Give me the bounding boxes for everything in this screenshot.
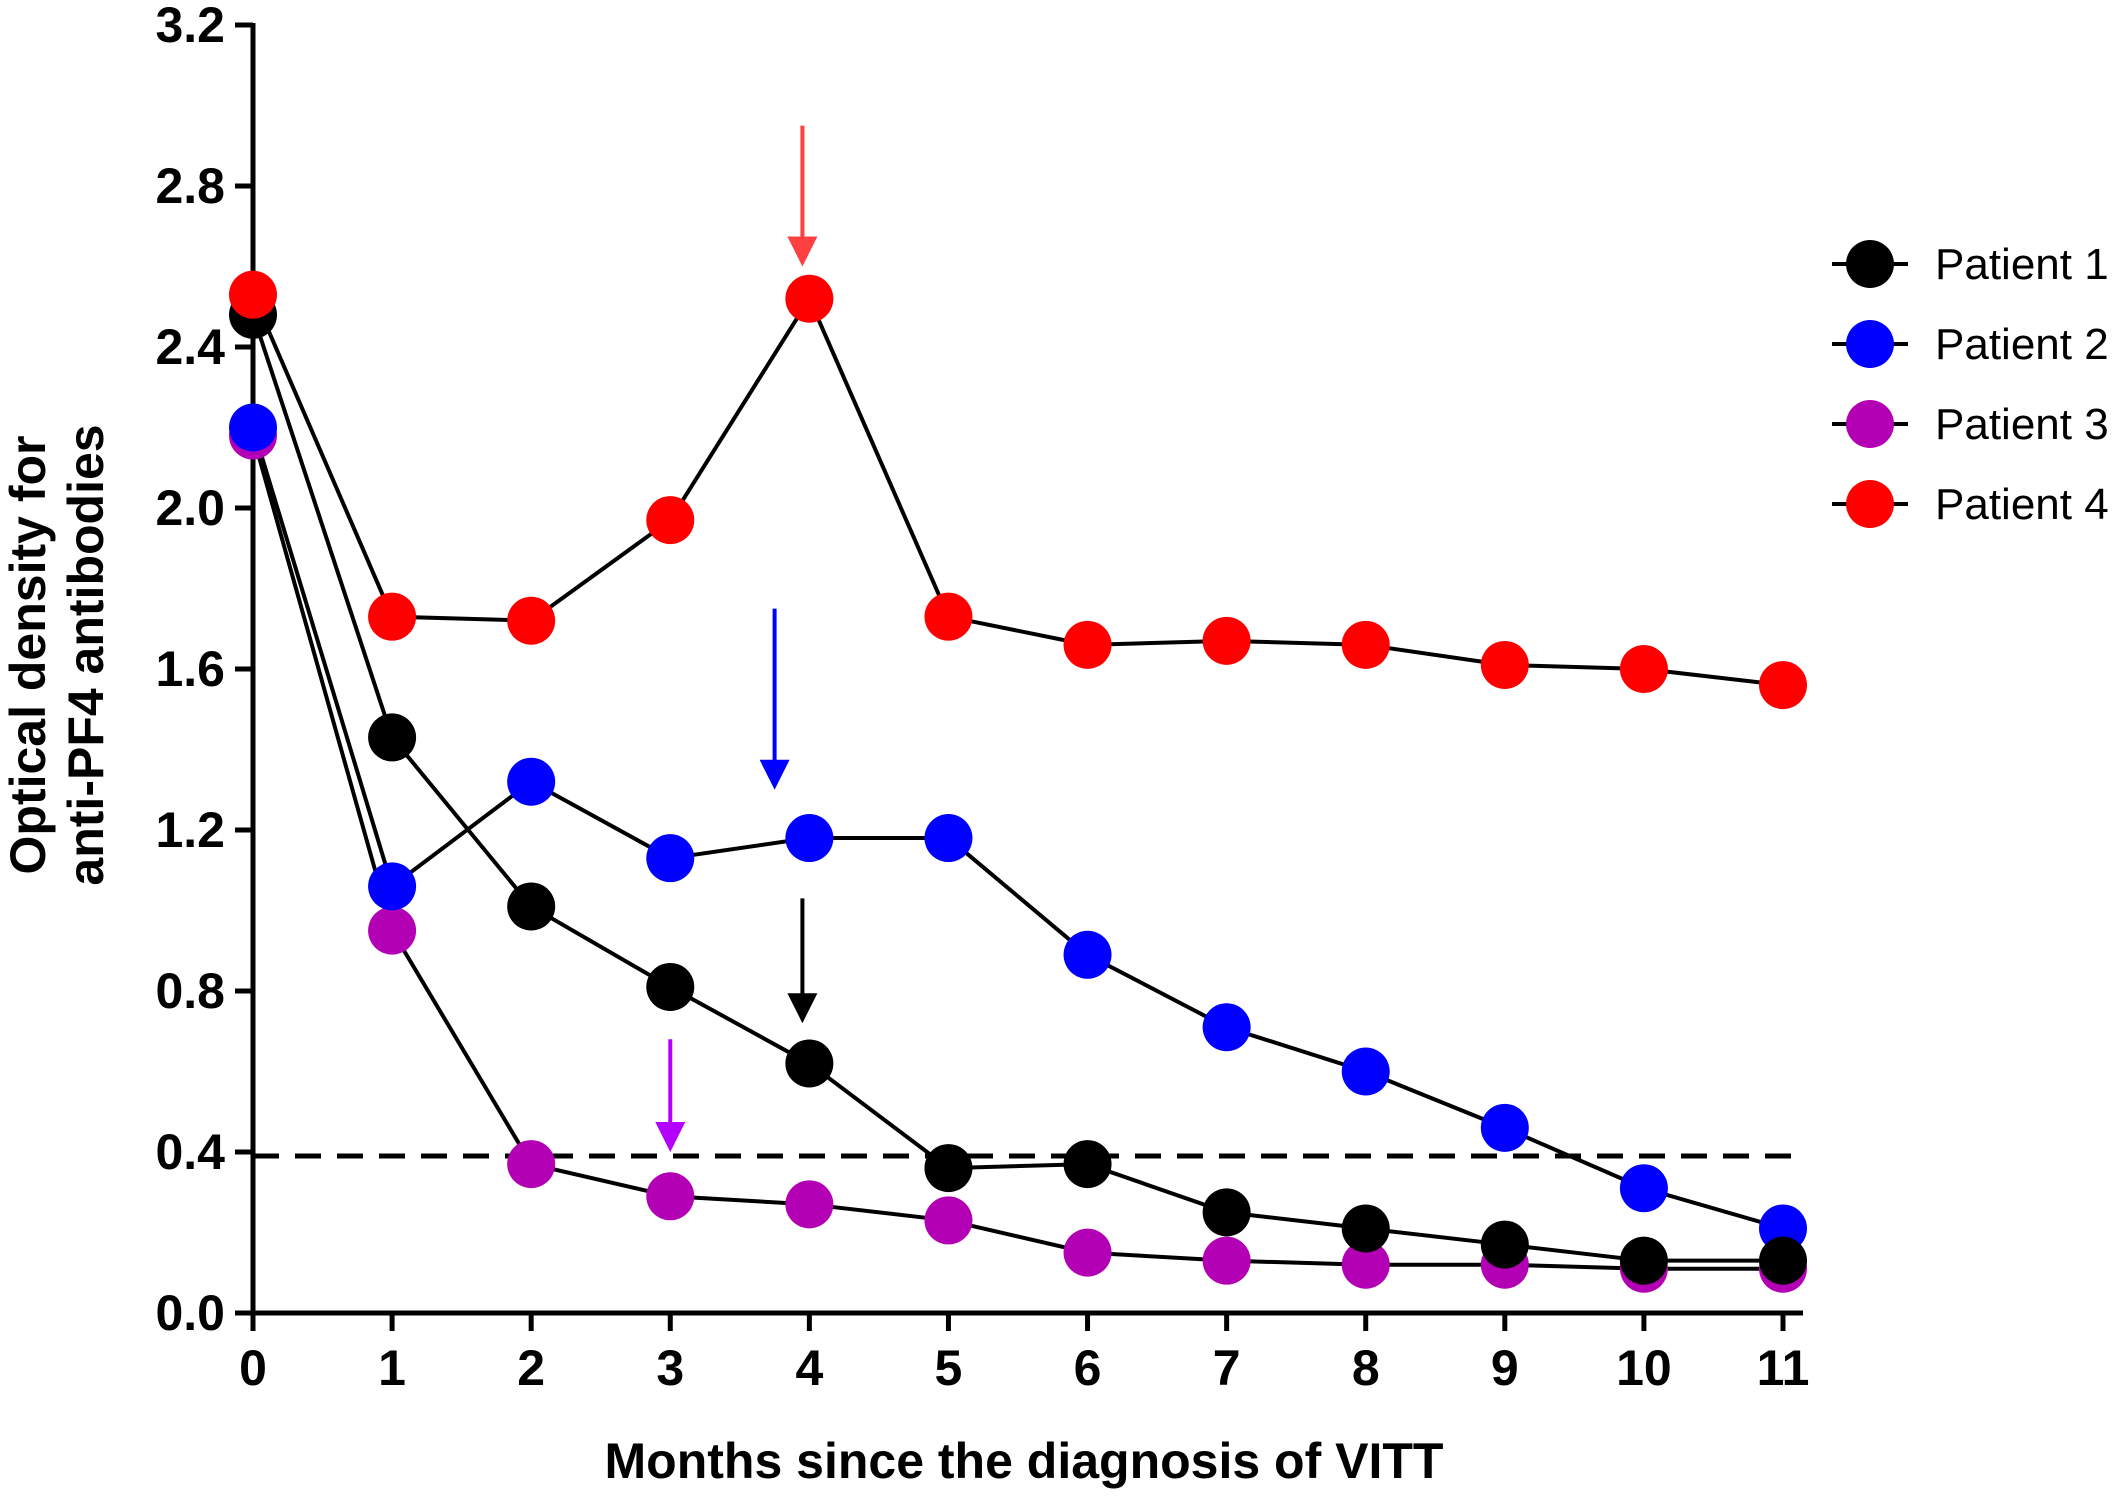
data-point-series-3 [1202, 1236, 1251, 1285]
data-point-series-1 [1759, 1236, 1807, 1285]
legend-item-2: Patient 2 [1832, 320, 2109, 369]
legend-item-1: Patient 1 [1832, 240, 2109, 289]
data-point-series-1 [1063, 1140, 1112, 1189]
series-line-1 [251, 314, 1783, 1263]
legend-item-3: Patient 3 [1832, 400, 2109, 449]
data-point-series-3 [646, 1172, 695, 1221]
y-tick-label: 2.8 [155, 158, 225, 214]
legend-marker [1846, 400, 1894, 448]
data-point-series-4 [646, 496, 695, 545]
data-point-series-4 [924, 592, 973, 641]
y-tick-label: 0.4 [155, 1124, 225, 1180]
data-point-series-2 [1063, 930, 1112, 979]
data-point-series-2 [1619, 1164, 1668, 1213]
arrow-head [787, 993, 818, 1024]
x-tick-label: 2 [517, 1340, 545, 1396]
legend-marker [1846, 240, 1894, 288]
data-point-series-2 [1341, 1047, 1390, 1096]
series-line-3 [251, 435, 1783, 1271]
legend-label: Patient 4 [1935, 480, 2109, 529]
legend: Patient 1 Patient 2 Patient 3 Patient 4 [1832, 240, 2109, 529]
y-tick-label: 0.8 [155, 963, 225, 1019]
data-point-series-1 [1341, 1204, 1390, 1253]
x-tick-label: 3 [656, 1340, 684, 1396]
legend-item-4: Patient 4 [1832, 480, 2109, 529]
data-point-series-3 [507, 1140, 556, 1189]
annotation-arrow-1 [787, 125, 818, 267]
data-point-series-2 [368, 862, 417, 911]
data-point-series-2 [646, 834, 695, 883]
y-tick-label: 2.4 [155, 319, 225, 375]
legend-label: Patient 3 [1935, 400, 2109, 449]
data-point-series-3 [785, 1180, 834, 1229]
annotation-arrow-3 [787, 898, 818, 1024]
data-point-series-4 [1063, 620, 1112, 669]
data-point-series-3 [924, 1196, 973, 1245]
data-point-series-1 [785, 1039, 834, 1088]
annotation-arrow-4 [655, 1039, 686, 1152]
x-tick-label: 11 [1757, 1340, 1810, 1396]
x-tick-label: 6 [1074, 1340, 1102, 1396]
legend-marker [1846, 320, 1894, 368]
y-tick-label: 2.0 [155, 480, 225, 536]
data-point-series-4 [368, 592, 417, 641]
x-tick-label: 1 [378, 1340, 406, 1396]
x-tick-label: 0 [239, 1340, 267, 1396]
series-line-2 [251, 426, 1784, 1231]
plot-area: 0.0 0.4 0.8 1.2 1.6 2.0 2.4 2.8 3.2 0 1 2 3 4 5 6 7 8 9 10 1… [155, 0, 1809, 1396]
data-point-series-3 [368, 906, 417, 955]
data-point-series-2 [924, 814, 973, 863]
data-point-series-4 [1202, 616, 1251, 665]
data-point-series-2 [785, 814, 834, 863]
data-point-series-1 [1480, 1220, 1529, 1269]
data-point-series-1 [1202, 1188, 1251, 1237]
y-tick-label: 3.2 [155, 0, 225, 53]
data-point-series-2 [507, 757, 556, 806]
x-axis-title: Months since the diagnosis of VITT [605, 1433, 1444, 1489]
data-point-series-1 [507, 882, 556, 931]
legend-marker [1846, 480, 1894, 528]
y-axis-title-line-1: Optical density for [0, 436, 56, 875]
y-axis-title-line-2: anti-PF4 antibodies [58, 424, 114, 885]
data-point-series-2 [1480, 1103, 1529, 1152]
data-point-series-1 [924, 1144, 973, 1193]
data-point-series-4 [1759, 661, 1807, 710]
data-point-series-2 [229, 403, 277, 452]
x-tick-label: 10 [1616, 1340, 1672, 1396]
data-point-series-3 [1063, 1228, 1112, 1277]
data-point-series-4 [1480, 640, 1529, 689]
data-point-series-4 [785, 274, 834, 323]
x-tick-label: 9 [1491, 1340, 1519, 1396]
data-point-series-4 [1619, 645, 1668, 693]
data-point-series-3 [1341, 1240, 1390, 1289]
x-tick-label: 4 [795, 1340, 823, 1396]
x-tick-label: 5 [935, 1340, 963, 1396]
annotation-arrow-2 [759, 608, 790, 790]
arrow-head [787, 236, 818, 267]
y-axis-title: Optical density for anti-PF4 antibodies [0, 424, 114, 885]
data-point-series-2 [1202, 1003, 1251, 1052]
legend-label: Patient 1 [1935, 240, 2109, 289]
series-line-4 [251, 293, 1784, 688]
x-tick-label: 8 [1352, 1340, 1380, 1396]
data-point-series-4 [1341, 620, 1390, 669]
arrow-head [759, 759, 790, 790]
legend-label: Patient 2 [1935, 320, 2109, 369]
data-point-series-1 [368, 713, 417, 762]
y-tick-label: 1.6 [155, 641, 225, 697]
data-point-series-1 [646, 962, 695, 1011]
y-tick-label: 1.2 [155, 802, 225, 858]
data-point-series-4 [229, 270, 277, 319]
data-point-series-1 [1619, 1236, 1668, 1285]
x-tick-label: 7 [1213, 1340, 1241, 1396]
data-point-series-4 [507, 596, 556, 645]
y-tick-label: 0.0 [155, 1285, 225, 1341]
arrow-head [655, 1122, 686, 1152]
